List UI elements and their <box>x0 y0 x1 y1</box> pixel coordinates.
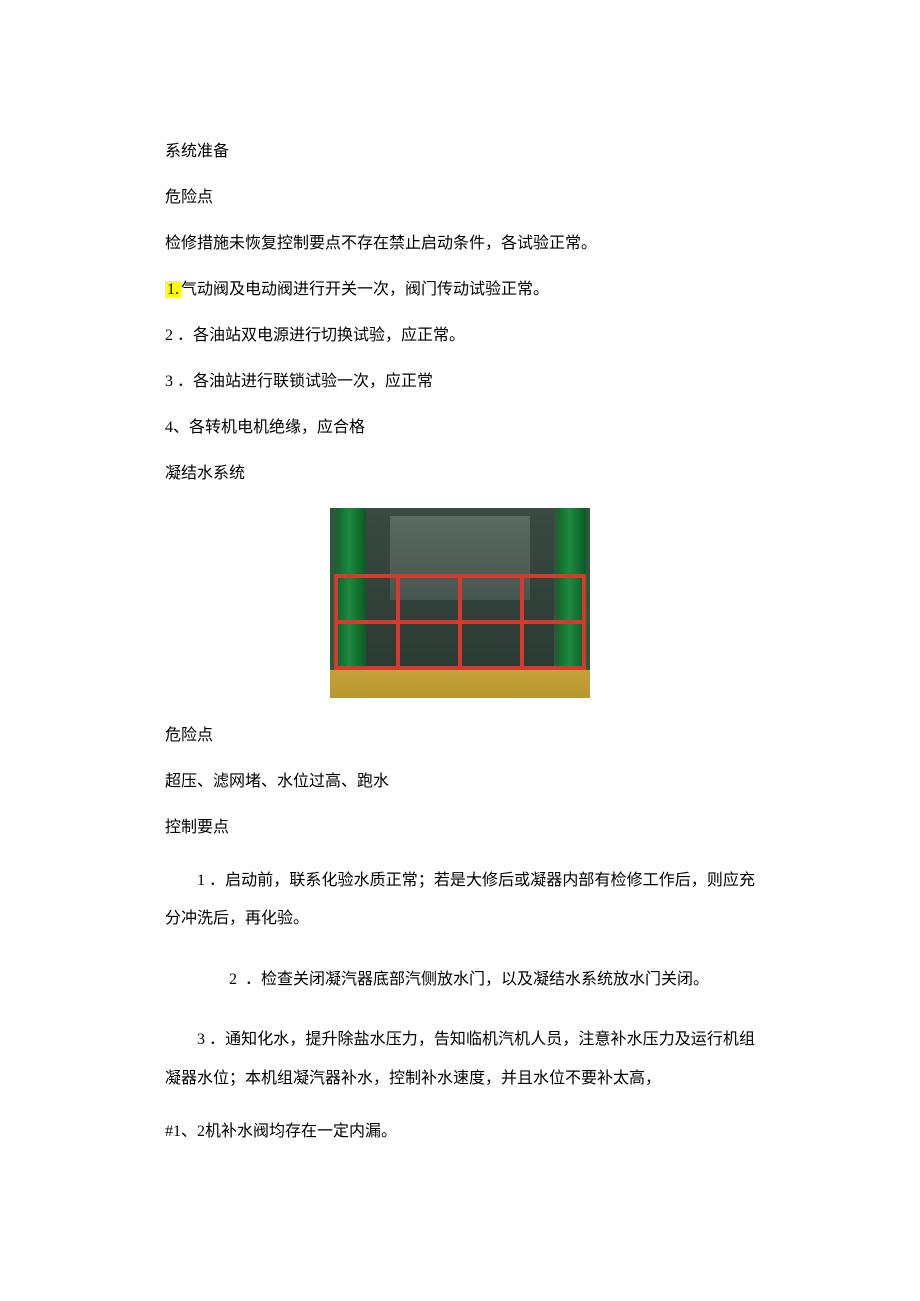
cond-item-2-num: 2 <box>197 961 245 999</box>
prep-item-2: 2 ．各油站双电源进行切换试验，应正常。 <box>165 324 755 348</box>
prep-item-4: 4、各转机电机绝缘，应合格 <box>165 416 755 440</box>
highlight-marker: 1. <box>165 281 181 298</box>
control-label: 控制要点 <box>165 816 755 840</box>
risk-label-1: 危险点 <box>165 186 755 210</box>
cond-tail: #1、2机补水阀均存在一定内漏。 <box>165 1120 755 1144</box>
cond-item-3: 3 ．通知化水，提升除盐水压力，告知临机汽机人员，注意补水压力及运行机组凝器水位… <box>165 1021 755 1098</box>
prep-item-1-text: 气动阀及电动阀进行开关一次，阀门传动试验正常。 <box>181 281 549 298</box>
prep-risk-line: 检修措施未恢复控制要点不存在禁止启动条件，各试验正常。 <box>165 232 755 256</box>
cond-risk-line: 超压、滤网堵、水位过高、跑水 <box>165 770 755 794</box>
section-title-cond: 凝结水系统 <box>165 462 755 486</box>
prep-item-1: 1.气动阀及电动阀进行开关一次，阀门传动试验正常。 <box>165 278 755 302</box>
prep-item-3: 3 ．各油站进行联锁试验一次，应正常 <box>165 370 755 394</box>
document-page: 系统准备 危险点 检修措施未恢复控制要点不存在禁止启动条件，各试验正常。 1.气… <box>0 0 920 1301</box>
image-container <box>165 508 755 706</box>
cond-item-2-text: ．检查关闭凝汽器底部汽侧放水门，以及凝结水系统放水门关闭。 <box>245 971 709 988</box>
industrial-photo <box>330 508 590 698</box>
cond-item-1: 1 ．启动前，联系化验水质正常；若是大修后或凝器内部有检修工作后，则应充分冲洗后… <box>165 862 755 939</box>
section-title-prep: 系统准备 <box>165 140 755 164</box>
risk-label-2: 危险点 <box>165 724 755 748</box>
cond-item-2: 2．检查关闭凝汽器底部汽侧放水门，以及凝结水系统放水门关闭。 <box>165 961 755 999</box>
